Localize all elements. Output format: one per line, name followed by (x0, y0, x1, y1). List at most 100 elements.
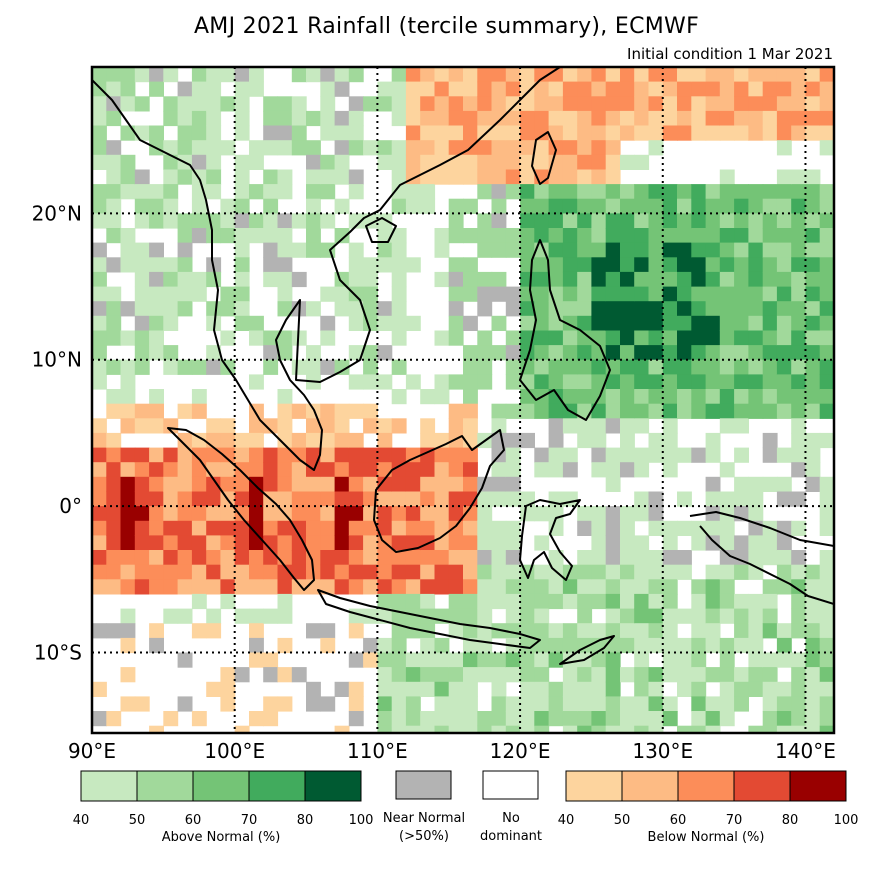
grid-cell (420, 652, 436, 668)
grid-cell (234, 110, 250, 127)
grid-cell (791, 67, 807, 83)
grid-cell (306, 359, 321, 375)
grid-cell (391, 593, 407, 610)
grid-cell (377, 652, 393, 668)
grid-cell (120, 491, 136, 507)
grid-cell (206, 476, 222, 492)
grid-cell (776, 213, 792, 229)
grid-cell (363, 652, 378, 668)
grid-cell (734, 491, 749, 507)
grid-cell (762, 374, 778, 390)
grid-cell (691, 242, 707, 258)
grid-cell (106, 711, 122, 727)
grid-cell (149, 506, 164, 522)
grid-cell (691, 711, 707, 727)
grid-cell (306, 491, 321, 507)
grid-cell (620, 520, 635, 536)
grid-cell (391, 271, 407, 288)
grid-cell (163, 535, 179, 551)
grid-cell (420, 462, 436, 478)
grid-cell (348, 520, 364, 536)
grid-cell (677, 667, 692, 683)
grid-cell (662, 96, 678, 112)
grid-cell (562, 359, 578, 375)
grid-cell (748, 286, 764, 302)
grid-cell (405, 608, 421, 624)
grid-cell (463, 711, 478, 727)
grid-cell (291, 330, 307, 346)
grid-cell (577, 301, 593, 317)
grid-cell (634, 608, 650, 624)
grid-cell (391, 140, 407, 156)
grid-cell (177, 564, 193, 580)
grid-cell (648, 301, 664, 317)
grid-cell (405, 506, 421, 522)
grid-cell (263, 462, 279, 478)
grid-cell (291, 96, 307, 112)
grid-cell (463, 374, 478, 390)
grid-cell (177, 271, 193, 288)
grid-cell (277, 550, 293, 566)
grid-cell (263, 667, 279, 683)
grid-cell (120, 301, 136, 317)
grid-cell (548, 403, 564, 419)
grid-cell (534, 637, 550, 654)
grid-cell (620, 593, 635, 610)
grid-cell (677, 608, 692, 624)
grid-cell (220, 550, 236, 566)
grid-cell (249, 67, 264, 83)
grid-cell (234, 154, 250, 170)
grid-cell (491, 198, 507, 214)
grid-cell (177, 520, 193, 536)
grid-cell (648, 564, 664, 580)
grid-cell (491, 681, 507, 697)
grid-cell (605, 198, 621, 214)
grid-cell (734, 681, 749, 697)
grid-cell (92, 257, 107, 273)
grid-cell (277, 330, 293, 346)
grid-cell (705, 67, 721, 83)
grid-cell (463, 667, 478, 683)
grid-cell (734, 96, 749, 112)
grid-cell (805, 198, 821, 214)
grid-cell (448, 520, 464, 536)
grid-cell (577, 623, 593, 639)
grid-cell (448, 711, 464, 727)
grid-cell (249, 228, 264, 244)
grid-cell (477, 667, 493, 683)
grid-cell (263, 110, 279, 127)
grid-cell (605, 286, 621, 302)
grid-cell (762, 286, 778, 302)
grid-cell (505, 520, 521, 536)
grid-cell (634, 506, 650, 522)
grid-cell (477, 623, 493, 639)
grid-cell (234, 447, 250, 463)
grid-cell (534, 462, 550, 478)
grid-cell (448, 623, 464, 639)
grid-cell (234, 81, 250, 97)
grid-cell (491, 550, 507, 566)
grid-cell (605, 271, 621, 288)
grid-cell (463, 447, 478, 463)
grid-cell (648, 67, 664, 83)
grid-cell (434, 550, 450, 566)
grid-cell (149, 418, 164, 434)
grid-cell (762, 301, 778, 317)
grid-cell (734, 535, 749, 551)
grid-cell (391, 667, 407, 683)
grid-cell (263, 520, 279, 536)
grid-cell (249, 81, 264, 97)
grid-cell (277, 286, 293, 302)
grid-cell (220, 564, 236, 580)
grid-cell (577, 286, 593, 302)
grid-cell (120, 184, 136, 200)
grid-cell (434, 81, 450, 97)
grid-cell (562, 242, 578, 258)
grid-cell (377, 462, 393, 478)
grid-cell (577, 608, 593, 624)
grid-cell (391, 81, 407, 97)
grid-cell (377, 213, 393, 229)
grid-cell (748, 271, 764, 288)
grid-cell (634, 198, 650, 214)
grid-cell (819, 550, 834, 566)
